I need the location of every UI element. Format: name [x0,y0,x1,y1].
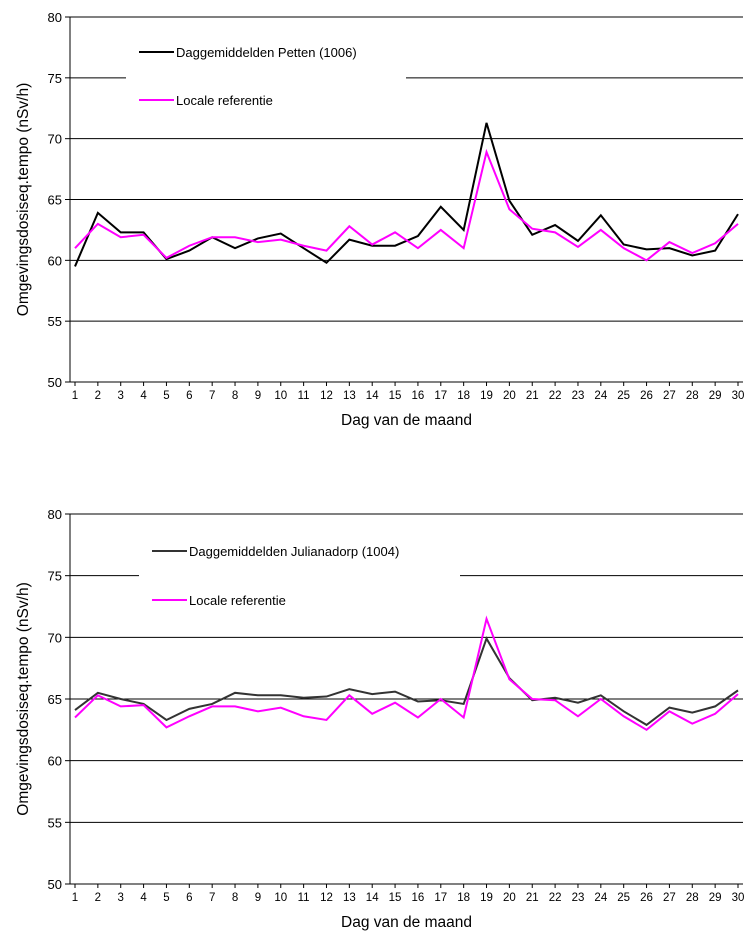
chart1-x-tick-label: 10 [274,390,287,402]
chart1-legend-box [126,73,406,79]
chart2-legend-label-2: Locale referentie [189,593,286,608]
chart2-x-tick-label: 7 [209,892,215,904]
chart1-x-tick-label: 13 [343,390,356,402]
chart1-x-tick-label: 8 [232,390,238,402]
chart2-x-tick-label: 8 [232,892,238,904]
chart2-x-tick-label: 15 [389,892,402,904]
chart2-x-tick-label: 22 [549,892,562,904]
chart2-x-tick-label: 10 [274,892,287,904]
chart2-y-tick-label: 55 [48,815,62,830]
chart2-x-tick-label: 17 [434,892,447,904]
chart2-y-tick-label: 65 [48,692,62,707]
chart1-x-tick-label: 30 [732,390,745,402]
chart1-x-tick-label: 5 [163,390,169,402]
chart2-x-tick-label: 24 [594,892,607,904]
chart2-y-tick-label: 70 [48,630,62,645]
chart2-legend-box [139,572,460,578]
chart1-y-tick-label: 60 [48,253,62,268]
chart1-x-tick-label: 17 [434,390,447,402]
chart1-series-line-2 [74,148,739,262]
chart1-x-tick-label: 24 [594,390,607,402]
chart1-y-tick-label: 50 [48,375,62,390]
chart2-x-tick-label: 2 [95,892,101,904]
chart2-x-tick-label: 14 [366,892,379,904]
chart1-x-tick-label: 26 [640,390,653,402]
chart2-x-tick-label: 4 [140,892,147,904]
chart1-x-tick-label: 4 [140,390,147,402]
chart1-x-tick-label: 12 [320,390,333,402]
chart1-x-tick-label: 1 [72,390,78,402]
chart1-x-tick-label: 7 [209,390,215,402]
chart1-y-tick-label: 75 [48,71,62,86]
chart1-x-tick-label: 14 [366,390,379,402]
chart2-x-tick-label: 1 [72,892,78,904]
chart1-series-line-1 [74,122,739,267]
chart2-x-tick-label: 11 [298,892,310,904]
chart2-x-tick-label: 21 [526,892,539,904]
chart1-x-tick-label: 22 [549,390,562,402]
chart2-x-tick-label: 16 [412,892,425,904]
chart2-y-tick-label: 80 [48,507,62,522]
chart1-legend-label-1: Daggemiddelden Petten (1006) [176,45,357,60]
chart1-x-tick-label: 19 [480,390,493,402]
chart1-x-tick-label: 6 [186,390,192,402]
chart1-y-tick-label: 70 [48,132,62,147]
chart1-x-tick-label: 16 [412,390,425,402]
chart1-x-tick-label: 28 [686,390,699,402]
chart1-y-tick-label: 55 [48,314,62,329]
chart1-x-tick-label: 11 [298,390,310,402]
chart2-x-tick-label: 5 [163,892,169,904]
chart2-x-tick-label: 30 [732,892,745,904]
chart1-x-tick-label: 25 [617,390,630,402]
chart1-x-tick-label: 21 [526,390,539,402]
chart2-series-line-1 [74,636,739,727]
chart2-x-tick-label: 6 [186,892,192,904]
chart1-x-tick-label: 29 [709,390,722,402]
chart1-x-axis-title: Dag van de maand [341,412,472,429]
chart1-y-axis-title: Omgevingsdosiseq.tempo (nSv/h) [15,83,32,316]
chart1-x-tick-label: 9 [255,390,261,402]
chart2-x-tick-label: 13 [343,892,356,904]
chart2-x-tick-label: 26 [640,892,653,904]
chart2-x-tick-label: 3 [118,892,124,904]
chart1-legend-label-2: Locale referentie [176,93,273,108]
chart1-x-tick-label: 20 [503,390,516,402]
chart1-x-tick-label: 2 [95,390,101,402]
chart2-x-tick-label: 20 [503,892,516,904]
chart1-x-tick-label: 18 [457,390,470,402]
chart2-x-axis-title: Dag van de maand [341,914,472,931]
chart1-y-tick-label: 65 [48,193,62,208]
chart2-y-tick-label: 50 [48,877,62,892]
chart2-x-tick-label: 18 [457,892,470,904]
chart2-y-tick-label: 60 [48,754,62,769]
chart2-series-line-2 [74,615,739,732]
chart2-x-tick-label: 19 [480,892,493,904]
chart1-y-tick-label: 80 [48,10,62,25]
chart2-y-axis-title: Omgevingsdosiseq.tempo (nSv/h) [15,582,32,815]
chart2-x-tick-label: 25 [617,892,630,904]
chart2-x-tick-label: 23 [572,892,585,904]
chart2-x-tick-label: 28 [686,892,699,904]
chart2-legend-label-1: Daggemiddelden Julianadorp (1004) [189,544,399,559]
chart1-x-tick-label: 27 [663,390,676,402]
chart2-x-tick-label: 9 [255,892,261,904]
chart1-x-tick-label: 15 [389,390,402,402]
chart2-y-tick-label: 75 [48,569,62,584]
chart1-x-tick-label: 23 [572,390,585,402]
chart1-x-tick-label: 3 [118,390,124,402]
chart2-x-tick-label: 29 [709,892,722,904]
chart2-x-tick-label: 27 [663,892,676,904]
chart2-x-tick-label: 12 [320,892,333,904]
